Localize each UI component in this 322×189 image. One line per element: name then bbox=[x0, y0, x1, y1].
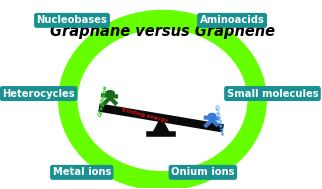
Text: Heterocycles: Heterocycles bbox=[2, 89, 75, 98]
Text: Aminoacids: Aminoacids bbox=[200, 15, 265, 25]
Text: Small molecules: Small molecules bbox=[227, 89, 318, 98]
Text: Graphane: Graphane bbox=[98, 84, 109, 117]
Circle shape bbox=[208, 113, 216, 119]
Text: Graphene: Graphene bbox=[213, 104, 225, 136]
Polygon shape bbox=[154, 118, 169, 132]
Text: Nucleobases: Nucleobases bbox=[37, 15, 108, 25]
Text: Onium ions: Onium ions bbox=[171, 167, 235, 177]
Text: Binding energy: Binding energy bbox=[121, 107, 168, 123]
Text: Metal ions: Metal ions bbox=[52, 167, 111, 177]
Text: Graphane versus Graphene: Graphane versus Graphene bbox=[50, 24, 275, 39]
Circle shape bbox=[106, 91, 114, 96]
